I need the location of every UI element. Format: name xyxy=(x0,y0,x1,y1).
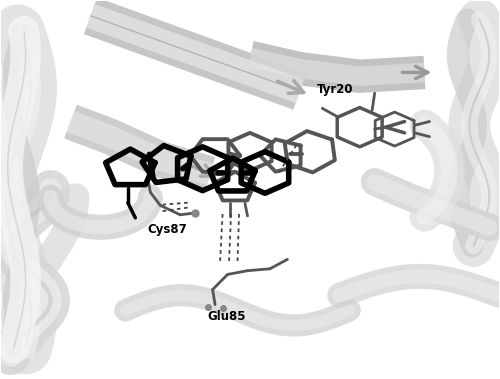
Text: Cys87: Cys87 xyxy=(148,223,188,236)
Text: Glu85: Glu85 xyxy=(208,310,246,323)
Text: Tyr20: Tyr20 xyxy=(318,83,354,96)
